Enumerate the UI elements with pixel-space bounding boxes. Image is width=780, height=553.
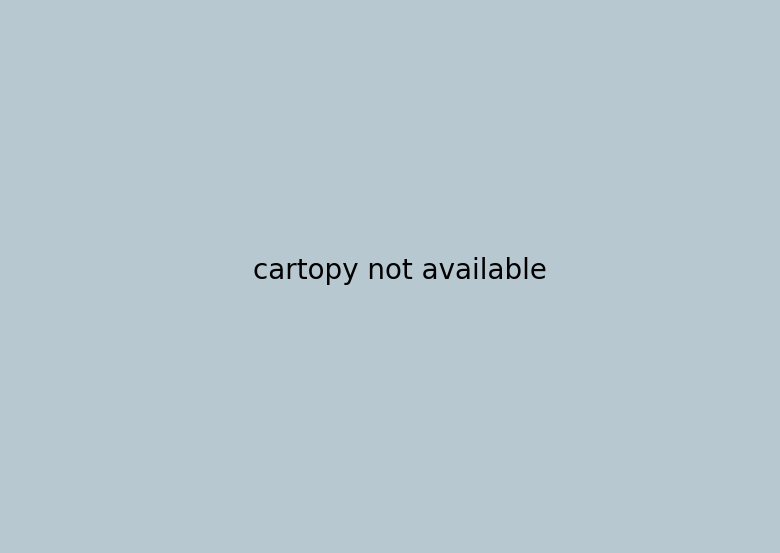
Text: cartopy not available: cartopy not available bbox=[253, 257, 547, 285]
